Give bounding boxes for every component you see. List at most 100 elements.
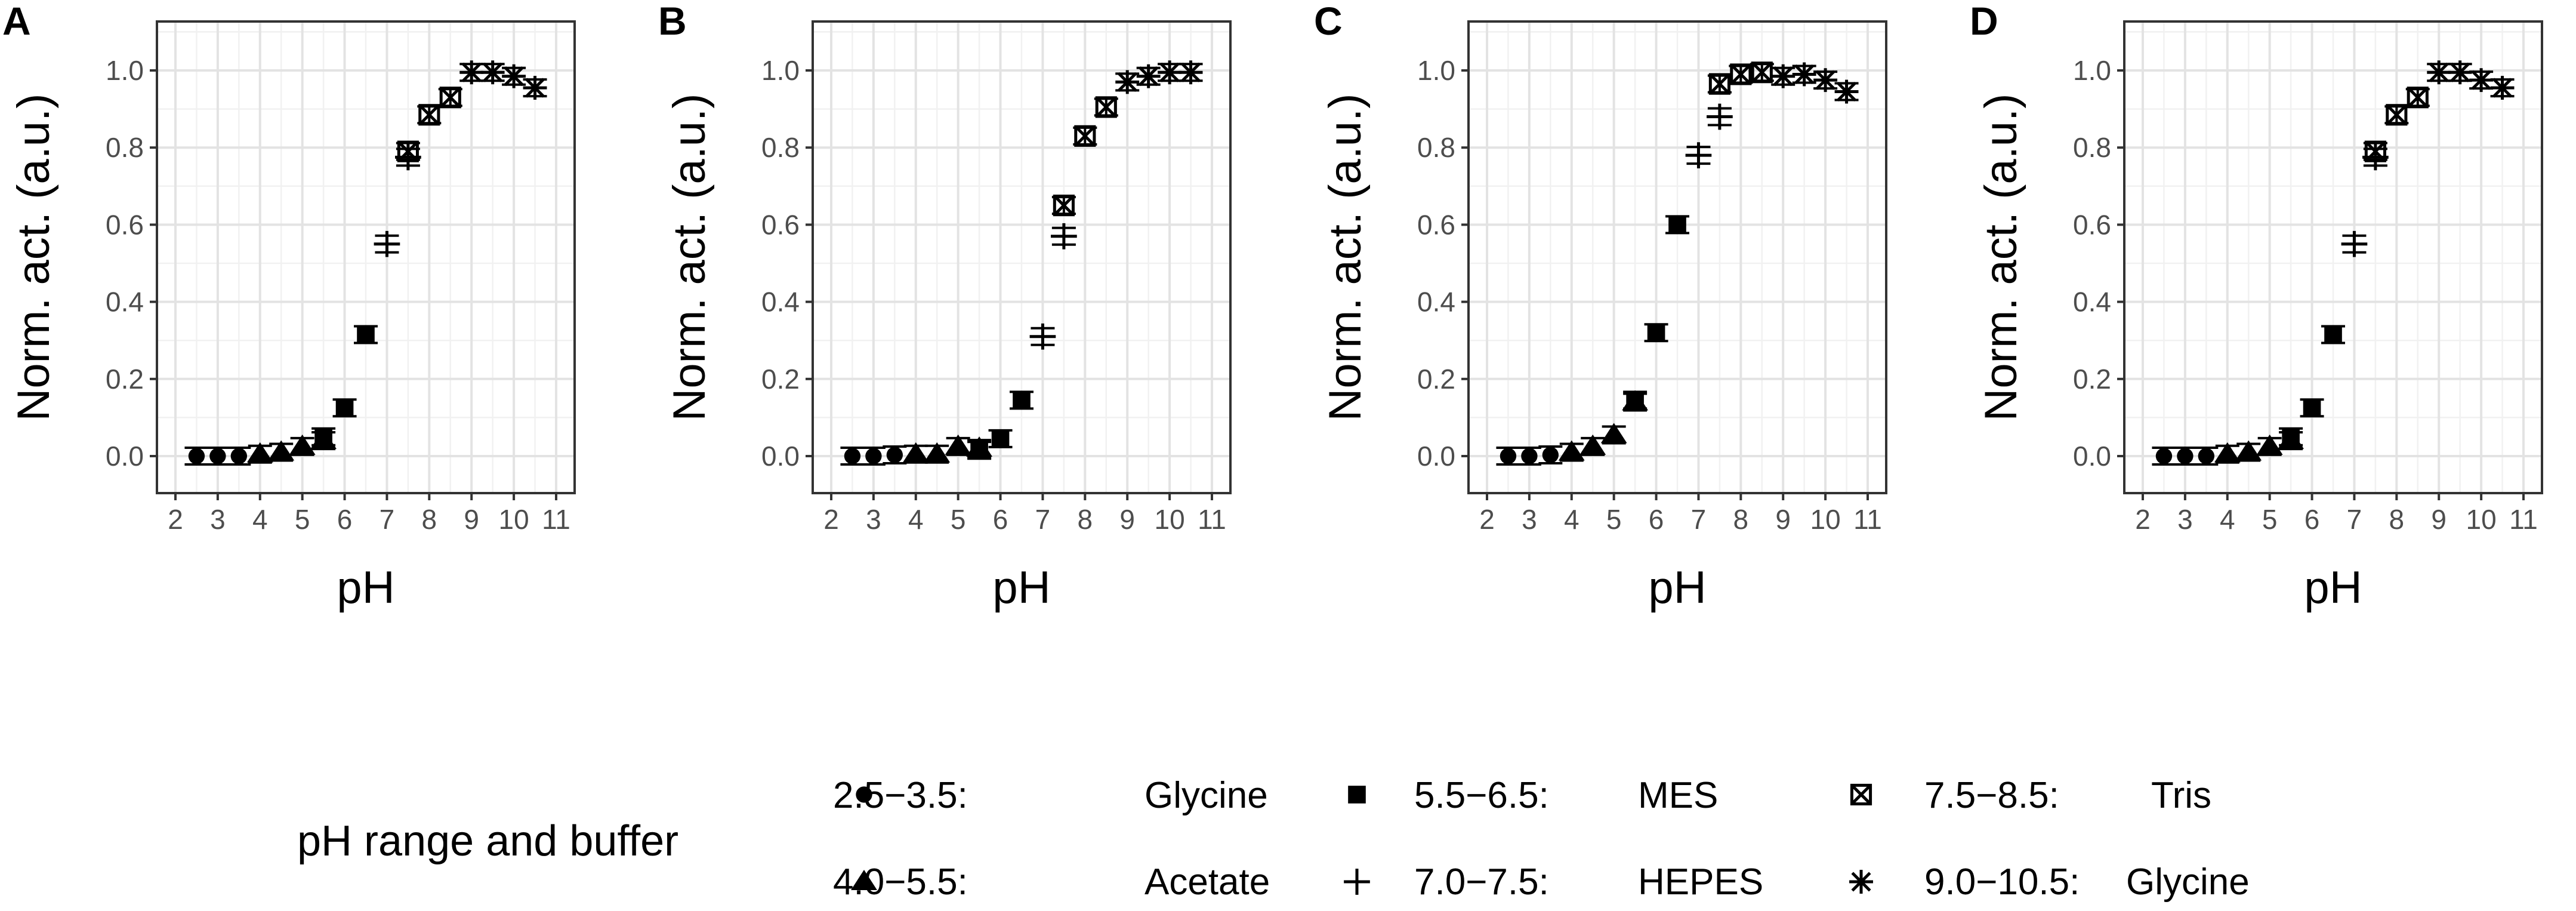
series-plus [1029, 223, 1077, 350]
data-point [188, 448, 205, 464]
x-tick-label: 2 [1479, 504, 1495, 535]
y-tick-label: 0.2 [1417, 364, 1455, 395]
data-point [1792, 62, 1816, 87]
data-point [268, 440, 295, 461]
data-point [902, 442, 929, 463]
data-point [2155, 448, 2173, 464]
data-point [2303, 399, 2321, 417]
series-plus [1685, 103, 1733, 168]
series-boxtimes [1051, 96, 1118, 217]
data-point [844, 448, 861, 464]
data-point [1500, 448, 1517, 464]
data-point [2427, 60, 2451, 85]
data-point [970, 441, 988, 460]
data-point [2256, 434, 2283, 455]
legend-markers [851, 783, 1873, 895]
legend-title: pH range and buffer [297, 817, 678, 865]
x-tick-label: 10 [499, 504, 529, 535]
x-tick-label: 2 [168, 504, 183, 535]
data-point [1730, 63, 1752, 85]
x-tick-label: 6 [337, 504, 353, 535]
legend-marker-plus [1344, 869, 1370, 895]
series-boxtimes [396, 87, 462, 162]
legend-range-acetate: 4.0−5.5: [833, 861, 968, 903]
x-tick-label: 8 [422, 504, 437, 535]
x-tick-label: 4 [908, 504, 924, 535]
y-tick-label: 0.0 [761, 441, 800, 472]
x-tick-label: 11 [542, 504, 570, 535]
legend-buffer-mes: MES [1638, 775, 1718, 816]
data-point [1834, 79, 1859, 104]
data-point [418, 104, 440, 126]
data-point [1626, 391, 1644, 410]
data-point [1542, 447, 1559, 463]
data-point [1813, 68, 1838, 93]
data-point [397, 140, 419, 162]
x-tick-label: 3 [2177, 504, 2193, 535]
data-point [314, 427, 332, 446]
series-square [311, 325, 378, 447]
y-tick-label: 0.2 [761, 364, 800, 395]
y-tick-label: 0.0 [2073, 441, 2111, 472]
data-point [1558, 440, 1585, 461]
data-point [1074, 125, 1096, 147]
x-tick-label: 5 [295, 504, 310, 535]
y-axis-title: Norm. act. (a.u.) [1320, 94, 1371, 421]
legend-marker-square [1348, 786, 1366, 804]
plot-frame [812, 20, 1232, 494]
data-point [2364, 140, 2386, 162]
data-point [2177, 448, 2194, 464]
legend-buffer-tris: Tris [2151, 775, 2211, 816]
panel-b: 2 3 4 5 6 7 8 9 10 11 0.0 0.2 0.4 0.6 0.8 1.0 BpH Norm. a… [658, 0, 1232, 613]
data-point [1751, 61, 1773, 84]
data-point [1707, 103, 1733, 130]
plot-frame [2123, 20, 2543, 494]
legend: pH range and buffer 2.5−3.5: Glycine 4.0… [297, 775, 2250, 903]
panel-letter: C [1314, 0, 1343, 43]
x-tick-label: 2 [823, 504, 839, 535]
data-point [1095, 96, 1117, 118]
x-tick-label: 9 [464, 504, 479, 535]
x-tick-label: 10 [1810, 504, 1841, 535]
y-tick-label: 1.0 [761, 55, 800, 86]
x-axis-title: pH [337, 562, 394, 613]
y-axis-title: Norm. act. (a.u.) [1976, 94, 2026, 421]
panel-d: 2 3 4 5 6 7 8 9 10 11 0.0 0.2 0.4 0.6 0.8 1.0 DpH Norm. a… [1970, 0, 2543, 613]
x-tick-label: 7 [1691, 504, 1707, 535]
data-point [1685, 142, 1712, 168]
data-point [2282, 427, 2300, 446]
y-tick-label: 0.4 [761, 287, 800, 318]
x-tick-label: 9 [2431, 504, 2447, 535]
y-tick-label: 0.4 [1417, 287, 1455, 318]
series-circle [840, 445, 907, 466]
legend-marker-triangle [851, 870, 877, 890]
x-tick-label: 6 [2304, 504, 2320, 535]
data-point [1053, 195, 1075, 217]
y-tick-label: 0.0 [106, 441, 144, 472]
data-point [523, 76, 547, 100]
legend-range-glycine-high: 9.0−10.5: [1924, 861, 2080, 903]
x-tick-label: 5 [2262, 504, 2278, 535]
x-tick-label: 9 [1119, 504, 1135, 535]
data-point [1521, 448, 1538, 464]
x-tick-label: 8 [1733, 504, 1749, 535]
series-circle [1496, 445, 1563, 466]
data-point [1600, 423, 1627, 444]
y-tick-label: 0.6 [2073, 209, 2111, 240]
data-point [335, 399, 354, 417]
x-tick-label: 4 [1564, 504, 1579, 535]
x-tick-label: 11 [2509, 504, 2538, 535]
legend-buffer-acetate: Acetate [1144, 861, 1270, 903]
y-tick-label: 0.8 [2073, 132, 2111, 163]
data-point [1708, 73, 1730, 95]
data-point [945, 434, 971, 455]
data-point [439, 87, 461, 109]
panel-letter: B [658, 0, 687, 43]
series-square [1623, 215, 1689, 410]
data-point [1136, 64, 1161, 88]
y-axis-title: Norm. act. (a.u.) [664, 94, 715, 421]
y-tick-label: 0.4 [2073, 287, 2111, 318]
data-point [374, 230, 400, 257]
